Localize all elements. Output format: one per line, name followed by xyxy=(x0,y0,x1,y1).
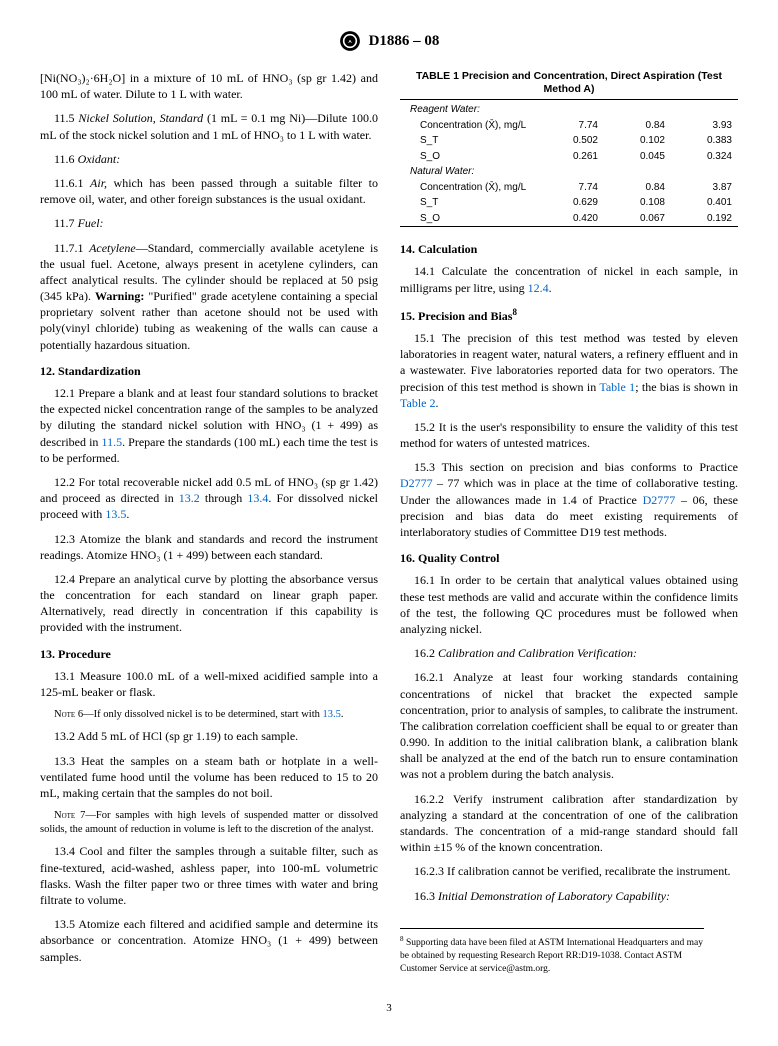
p-16-2-2: 16.2.2 Verify instrument calibration aft… xyxy=(400,791,738,856)
p-12-2: 12.2 For total recoverable nickel add 0.… xyxy=(40,474,378,523)
table-row: S_O0.4200.0670.192 xyxy=(400,211,738,227)
svg-text:A: A xyxy=(348,39,352,45)
p-16-2: 16.2 Calibration and Calibration Verific… xyxy=(400,645,738,661)
p-13-5: 13.5 Atomize each filtered and acidified… xyxy=(40,916,378,965)
p-13-3: 13.3 Heat the samples on a steam bath or… xyxy=(40,753,378,802)
table-row: Reagent Water: xyxy=(400,102,738,118)
table-1-caption: TABLE 1 Precision and Concentration, Dir… xyxy=(400,70,738,95)
p-11-6-1: 11.6.1 Air, which has been passed throug… xyxy=(40,175,378,207)
table-row: Concentration (X̄), mg/L7.740.843.87 xyxy=(400,180,738,196)
p-11-6: 11.6 Oxidant: xyxy=(40,151,378,167)
p-16-3: 16.3 Initial Demonstration of Laboratory… xyxy=(400,888,738,904)
section-13: 13. Procedure xyxy=(40,646,378,662)
p-12-4: 12.4 Prepare an analytical curve by plot… xyxy=(40,571,378,636)
table-row: S_T0.5020.1020.383 xyxy=(400,133,738,149)
right-column: TABLE 1 Precision and Concentration, Dir… xyxy=(400,70,738,975)
p-12-3: 12.3 Atomize the blank and standards and… xyxy=(40,531,378,563)
p-16-2-3: 16.2.3 If calibration cannot be verified… xyxy=(400,863,738,879)
p-13-1: 13.1 Measure 100.0 mL of a well-mixed ac… xyxy=(40,668,378,700)
section-14: 14. Calculation xyxy=(400,241,738,257)
p-11-7-1: 11.7.1 Acetylene—Standard, commercially … xyxy=(40,240,378,353)
page-header: A D1886 – 08 xyxy=(40,30,738,52)
section-16: 16. Quality Control xyxy=(400,550,738,566)
p-12-1: 12.1 Prepare a blank and at least four s… xyxy=(40,385,378,466)
p-15-2: 15.2 It is the user's responsibility to … xyxy=(400,419,738,451)
p-15-1: 15.1 The precision of this test method w… xyxy=(400,330,738,411)
p-13-4: 13.4 Cool and filter the samples through… xyxy=(40,843,378,908)
table-row: S_T0.6290.1080.401 xyxy=(400,195,738,211)
p-14-1: 14.1 Calculate the concentration of nick… xyxy=(400,263,738,295)
table-row: S_O0.2610.0450.324 xyxy=(400,149,738,165)
p-nino3: [Ni(NO₃)₂·6H₂O] in a mixture of 10 mL of… xyxy=(40,70,378,102)
left-column: [Ni(NO₃)₂·6H₂O] in a mixture of 10 mL of… xyxy=(40,70,378,975)
section-12: 12. Standardization xyxy=(40,363,378,379)
p-15-3: 15.3 This section on precision and bias … xyxy=(400,459,738,540)
footnote-8: 8 Supporting data have been filed at AST… xyxy=(400,928,704,976)
p-16-1: 16.1 In order to be certain that analyti… xyxy=(400,572,738,637)
content-columns: [Ni(NO₃)₂·6H₂O] in a mixture of 10 mL of… xyxy=(40,70,738,975)
p-16-2-1: 16.2.1 Analyze at least four working sta… xyxy=(400,669,738,782)
designation: D1886 – 08 xyxy=(369,31,440,51)
table-1: TABLE 1 Precision and Concentration, Dir… xyxy=(400,70,738,227)
note-7: Note 7—For samples with high levels of s… xyxy=(40,809,378,837)
note-6: Note 6—If only dissolved nickel is to be… xyxy=(40,708,378,722)
p-11-7: 11.7 Fuel: xyxy=(40,215,378,231)
p-13-2: 13.2 Add 5 mL of HCl (sp gr 1.19) to eac… xyxy=(40,728,378,744)
p-11-5: 11.5 Nickel Solution, Standard (1 mL = 0… xyxy=(40,110,378,142)
table-row: Natural Water: xyxy=(400,164,738,180)
astm-logo: A xyxy=(339,30,361,52)
section-15: 15. Precision and Bias8 xyxy=(400,306,738,324)
table-row: Concentration (X̄), mg/L7.740.843.93 xyxy=(400,118,738,134)
page-number: 3 xyxy=(40,1001,738,1016)
